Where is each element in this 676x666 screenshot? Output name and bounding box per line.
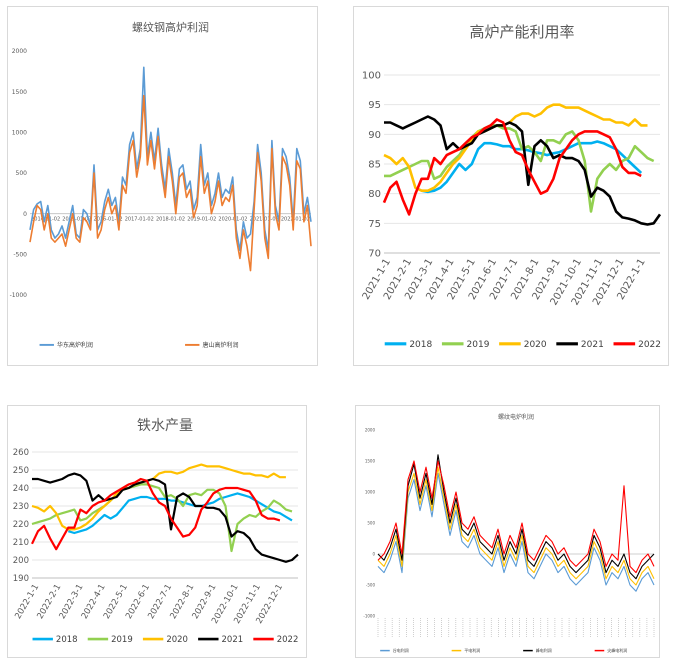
legend-label: 2020 bbox=[524, 340, 547, 350]
legend-label: 2021 bbox=[222, 635, 244, 645]
chart-title: 高炉产能利用率 bbox=[469, 23, 574, 41]
y-tick-label: 240 bbox=[13, 484, 29, 494]
y-tick-label: 2000 bbox=[365, 427, 376, 432]
y-tick-label: 95 bbox=[368, 100, 381, 111]
x-tick-label: 2019-01-02 bbox=[187, 217, 216, 223]
series-line-2 bbox=[377, 454, 655, 580]
chart-title: 螺纹钢高炉利润 bbox=[132, 20, 209, 34]
legend-label: 2022 bbox=[277, 635, 299, 645]
series-line-1 bbox=[377, 466, 655, 586]
legend-label: 2021 bbox=[581, 340, 604, 350]
x-tick-label: 2014-01-02 bbox=[31, 217, 60, 223]
legend-label: 唐山高炉利润 bbox=[202, 341, 238, 349]
x-tick-label: 2022-01-02 bbox=[281, 217, 310, 223]
series-line-0 bbox=[421, 140, 643, 194]
y-tick-label: -500 bbox=[366, 582, 376, 587]
y-tick-label: 230 bbox=[13, 502, 29, 512]
chart-title: 铁水产量 bbox=[137, 418, 193, 434]
y-tick-label: 100 bbox=[362, 71, 381, 82]
x-tick-label: 2016-01-02 bbox=[94, 217, 123, 223]
legend-label: 2022 bbox=[638, 340, 661, 350]
chart-capacity-utilization: 高炉产能利用率1009590858075702021-1-12021-2-120… bbox=[361, 23, 662, 350]
legend-label: 平电利润 bbox=[464, 647, 480, 653]
y-tick-label: 1000 bbox=[365, 489, 376, 494]
y-tick-label: 70 bbox=[368, 249, 381, 260]
y-tick-label: 1500 bbox=[365, 458, 376, 463]
legend-label: 2018 bbox=[409, 340, 432, 350]
y-tick-label: 250 bbox=[13, 466, 29, 476]
series-line-3 bbox=[384, 115, 662, 226]
y-tick-label: 0 bbox=[372, 551, 375, 556]
y-tick-label: 190 bbox=[13, 574, 29, 584]
chart-panel-capacity-utilization: 高炉产能利用率 100 95 90 85 80 75 70 2021-1-1 2021-2-1 20… bbox=[353, 6, 669, 366]
y-tick-label: 220 bbox=[13, 520, 29, 530]
y-tick-label: 80 bbox=[368, 189, 381, 200]
legend-label: 华东高炉利润 bbox=[57, 341, 93, 349]
chart-panel-electric-furnace-profit: 螺纹电炉利润 2000 1500 1000 500 0 -500 -1000 谷电利润 平电利润 峰… bbox=[355, 405, 660, 658]
y-tick-label: 1000 bbox=[12, 129, 27, 136]
legend-label: 峰电利润 bbox=[536, 647, 552, 653]
series-line-3 bbox=[32, 472, 299, 563]
series-line-2 bbox=[31, 463, 286, 531]
x-tick-label: 2018-01-02 bbox=[156, 217, 185, 223]
chart-panel-hot-metal-output: 铁水产量 260 250 240 230 220 210 200 190 2022-1-1 2022… bbox=[7, 405, 307, 658]
y-tick-label: -1000 bbox=[363, 613, 375, 618]
chart-title: 螺纹电炉利润 bbox=[498, 413, 534, 421]
series-line-4 bbox=[382, 118, 642, 216]
series-line-1 bbox=[384, 124, 655, 213]
x-tick-label: 2020-01-02 bbox=[218, 217, 247, 223]
y-tick-label: 2000 bbox=[12, 48, 27, 55]
y-tick-label: 90 bbox=[368, 130, 381, 141]
y-tick-label: 500 bbox=[367, 520, 375, 525]
y-tick-label: 1500 bbox=[12, 89, 27, 96]
y-tick-label: 200 bbox=[13, 556, 29, 566]
y-tick-label: 0 bbox=[23, 211, 27, 218]
chart-blast-furnace-profit: 螺纹钢高炉利润 2000 1500 1000 500 0 -500 -1000 2014-01-… bbox=[10, 20, 312, 349]
series-line-4 bbox=[31, 477, 281, 551]
y-tick-label: 85 bbox=[368, 160, 381, 171]
y-tick-label: -1000 bbox=[10, 292, 28, 299]
chart-hot-metal-output: 铁水产量2602502402302202102001902022-1-12022… bbox=[13, 418, 299, 645]
chart-panel-blast-furnace-profit: 螺纹钢高炉利润 2000 1500 1000 500 0 -500 -1000 2014-01-… bbox=[7, 6, 318, 366]
legend-label: 尖峰电利润 bbox=[607, 647, 627, 653]
legend-label: 2020 bbox=[166, 635, 188, 645]
y-tick-label: 260 bbox=[13, 448, 29, 458]
legend-label: 2019 bbox=[111, 635, 133, 645]
series-line-0 bbox=[377, 472, 655, 592]
y-tick-label: 75 bbox=[368, 219, 381, 230]
y-tick-label: 500 bbox=[16, 170, 28, 177]
series-line-1 bbox=[31, 483, 293, 553]
x-tick-label: 2015-01-02 bbox=[62, 217, 91, 223]
legend-label: 谷电利润 bbox=[393, 647, 409, 653]
legend-label: 2019 bbox=[467, 340, 490, 350]
series-line-1 bbox=[29, 94, 312, 272]
y-tick-label: -500 bbox=[13, 251, 27, 258]
y-tick-label: 210 bbox=[13, 538, 29, 548]
series-line-2 bbox=[383, 103, 648, 192]
chart-electric-furnace-profit: 螺纹电炉利润 2000 1500 1000 500 0 -500 -1000 谷电利润 平电利润 峰… bbox=[363, 413, 655, 653]
legend-label: 2018 bbox=[56, 635, 78, 645]
series-line-3 bbox=[377, 460, 655, 574]
x-tick-label: 2017-01-02 bbox=[125, 217, 154, 223]
